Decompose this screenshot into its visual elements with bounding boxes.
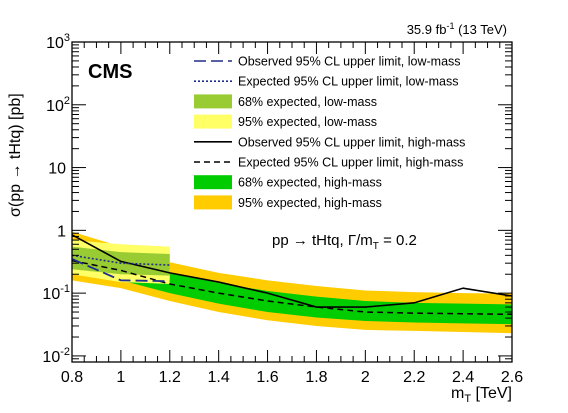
legend-label: Observed 95% CL upper limit, high-mass	[238, 135, 465, 149]
legend-label: Observed 95% CL upper limit, low-mass	[238, 55, 461, 69]
x-tick-label: 0.8	[61, 369, 83, 386]
x-tick-label: 1	[116, 369, 125, 386]
x-tick-label: 1.8	[305, 369, 327, 386]
limit-lines	[71, 234, 513, 316]
y-tick-label: 103	[46, 32, 70, 52]
legend-entry-obs-high: Observed 95% CL upper limit, high-mass	[194, 135, 465, 149]
legend-swatch	[194, 195, 232, 210]
x-tick-label: 1.2	[159, 369, 181, 386]
legend-label: 68% expected, low-mass	[238, 95, 377, 109]
y-tick-label: 102	[46, 95, 70, 115]
x-axis-title: mT [TeV]	[451, 385, 512, 405]
legend-entry-exp-low: Expected 95% CL upper limit, low-mass	[194, 75, 458, 89]
x-tick-label: 2.6	[501, 369, 523, 386]
x-tick-label: 2.2	[403, 369, 425, 386]
cms-label: CMS	[88, 61, 132, 83]
x-tick-label: 2	[361, 369, 370, 386]
x-tick-label: 2.4	[452, 369, 474, 386]
axis-ticks	[71, 41, 513, 363]
legend-label: 95% expected, low-mass	[238, 115, 377, 129]
y-tick-label: 10	[48, 161, 66, 178]
expected-line-high-mass	[71, 259, 513, 316]
legend-swatch	[194, 114, 232, 129]
expected-line-low-mass	[71, 254, 170, 266]
legend-entry-band68-low: 68% expected, low-mass	[194, 94, 377, 109]
y-tick-label: 1	[57, 223, 66, 240]
y-tick-label: 10-2	[42, 346, 70, 366]
legend-entry-band95-high: 95% expected, high-mass	[194, 195, 382, 210]
legend-label: Expected 95% CL upper limit, high-mass	[238, 156, 463, 170]
x-tick-labels: 0.8 1 1.2 1.4 1.6 1.8 2 2.2 2.4 2.6	[61, 369, 523, 386]
x-tick-label: 1.4	[208, 369, 230, 386]
x-tick-label: 1.6	[256, 369, 278, 386]
legend-entry-exp-high: Expected 95% CL upper limit, high-mass	[194, 156, 463, 170]
legend-entry-obs-low: Observed 95% CL upper limit, low-mass	[194, 55, 461, 69]
lumi-label: 35.9 fb-1 (13 TeV)	[407, 21, 507, 37]
legend-swatch	[194, 175, 232, 190]
legend-swatch	[194, 94, 232, 109]
signal-annotation: pp → tHtq, Γ/mT = 0.2	[272, 232, 417, 252]
legend: Observed 95% CL upper limit, low-mass Exp…	[194, 55, 465, 210]
observed-line-high-mass	[71, 234, 513, 308]
legend-label: Expected 95% CL upper limit, low-mass	[238, 75, 458, 89]
legend-entry-band68-high: 68% expected, high-mass	[194, 175, 382, 190]
y-tick-label: 10-1	[42, 283, 70, 303]
legend-label: 68% expected, high-mass	[238, 176, 382, 190]
band-68-high-mass	[72, 246, 512, 325]
y-axis-title: σ(pp → tHtq) [pb]	[7, 93, 24, 217]
legend-entry-band95-low: 95% expected, low-mass	[194, 114, 377, 129]
legend-label: 95% expected, high-mass	[238, 196, 382, 210]
y-tick-labels: 10-2 10-1 1 10 102 103	[42, 32, 70, 366]
observed-line-low-mass	[71, 258, 170, 283]
